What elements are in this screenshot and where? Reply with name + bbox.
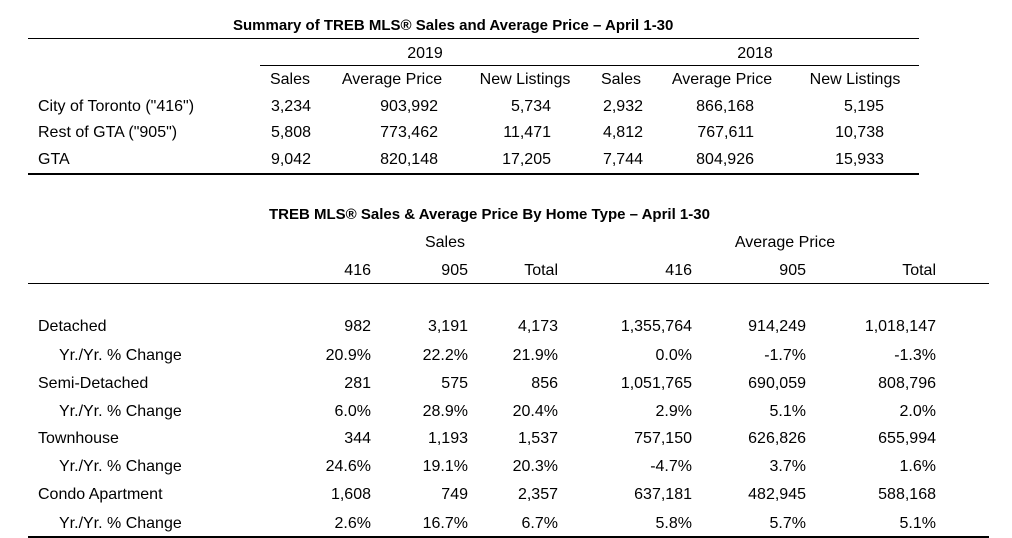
hometype-cell: 344: [344, 430, 371, 447]
summary-cell: 2,932: [602, 98, 643, 115]
hometype-cell: 5.1%: [899, 515, 936, 532]
hometype-col-header: 905: [441, 262, 468, 279]
summary-cell: 15,933: [835, 151, 884, 168]
hometype-cell: 4,173: [517, 318, 558, 335]
hometype-cell: 20.4%: [512, 403, 558, 420]
hometype-cell: 626,826: [748, 430, 806, 447]
hometype-yoy-label: Yr./Yr. % Change: [59, 403, 182, 420]
hometype-cell: -1.7%: [764, 347, 806, 364]
summary-col-header: Sales: [600, 71, 642, 88]
summary-cell: 17,205: [502, 151, 551, 168]
hometype-cell: 3.7%: [769, 458, 806, 475]
summary-cell: 9,042: [270, 151, 311, 168]
hometype-cell: 20.9%: [325, 347, 371, 364]
hometype-cell: 1,051,765: [620, 375, 692, 392]
summary-col-header: New Listings: [479, 71, 571, 88]
summary-cell: 767,611: [697, 124, 754, 141]
hometype-cell: 856: [531, 375, 558, 392]
summary-cell: 3,234: [270, 98, 311, 115]
hometype-cell: -4.7%: [650, 458, 692, 475]
hometype-cell: 588,168: [878, 486, 936, 503]
summary-year-rule: [260, 65, 919, 66]
summary-row-label: City of Toronto ("416"): [38, 98, 195, 115]
summary-cell: 4,812: [602, 124, 643, 141]
hometype-yoy-label: Yr./Yr. % Change: [59, 515, 182, 532]
summary-row-label: GTA: [38, 151, 70, 168]
summary-cell: 820,148: [380, 151, 438, 168]
hometype-cell: 575: [441, 375, 468, 392]
hometype-cell: 2.9%: [655, 403, 692, 420]
summary-cell: 11,471: [503, 124, 551, 141]
hometype-cell: 19.1%: [422, 458, 468, 475]
hometype-cell: 16.7%: [422, 515, 468, 532]
hometype-cell: 5.1%: [769, 403, 806, 420]
summary-cell: 5,734: [510, 98, 551, 115]
hometype-col-header: 416: [665, 262, 692, 279]
summary-col-header: Average Price: [341, 71, 443, 88]
hometype-cell: 757,150: [634, 430, 692, 447]
hometype-col-header: Total: [524, 262, 558, 279]
hometype-cell: 1,193: [427, 430, 468, 447]
summary-title: Summary of TREB MLS® Sales and Average P…: [233, 17, 674, 34]
summary-col-header: New Listings: [809, 71, 901, 88]
hometype-cell: -1.3%: [894, 347, 936, 364]
hometype-yoy-label: Yr./Yr. % Change: [59, 347, 182, 364]
summary-bottom-rule: [28, 173, 919, 175]
hometype-cell: 281: [344, 375, 371, 392]
summary-col-header: Sales: [269, 71, 311, 88]
hometype-cell: 914,249: [748, 318, 806, 335]
hometype-cell: 482,945: [748, 486, 806, 503]
hometype-cell: 5.7%: [769, 515, 806, 532]
summary-title-rule: [28, 38, 919, 39]
summary-year-2019: 2019: [407, 45, 443, 62]
hometype-col-header: 416: [344, 262, 371, 279]
summary-cell: 5,195: [843, 98, 884, 115]
hometype-header-rule: [28, 283, 989, 284]
hometype-cell: 808,796: [878, 375, 936, 392]
hometype-row-label: Detached: [38, 318, 107, 335]
summary-cell: 866,168: [696, 98, 754, 115]
hometype-group-avg-price: Average Price: [734, 234, 836, 251]
hometype-cell: 21.9%: [512, 347, 558, 364]
hometype-cell: 6.0%: [334, 403, 371, 420]
hometype-col-header: Total: [902, 262, 936, 279]
hometype-cell: 1,355,764: [620, 318, 692, 335]
summary-cell: 7,744: [602, 151, 643, 168]
hometype-cell: 6.7%: [521, 515, 558, 532]
hometype-group-sales: Sales: [424, 234, 466, 251]
hometype-cell: 749: [441, 486, 468, 503]
hometype-col-header: 905: [779, 262, 806, 279]
hometype-cell: 3,191: [427, 318, 468, 335]
hometype-cell: 2,357: [517, 486, 558, 503]
hometype-cell: 20.3%: [512, 458, 558, 475]
hometype-cell: 637,181: [634, 486, 692, 503]
summary-row-label: Rest of GTA ("905"): [38, 124, 178, 141]
hometype-row-label: Townhouse: [38, 430, 119, 447]
hometype-cell: 22.2%: [422, 347, 468, 364]
hometype-cell: 690,059: [748, 375, 806, 392]
hometype-cell: 1.6%: [899, 458, 936, 475]
hometype-yoy-label: Yr./Yr. % Change: [59, 458, 182, 475]
hometype-cell: 1,018,147: [864, 318, 936, 335]
hometype-cell: 1,608: [330, 486, 371, 503]
summary-cell: 773,462: [380, 124, 438, 141]
summary-cell: 5,808: [270, 124, 311, 141]
summary-cell: 804,926: [696, 151, 754, 168]
summary-year-2018: 2018: [737, 45, 773, 62]
hometype-row-label: Condo Apartment: [38, 486, 163, 503]
hometype-cell: 24.6%: [325, 458, 371, 475]
hometype-cell: 5.8%: [655, 515, 692, 532]
summary-cell: 10,738: [835, 124, 884, 141]
hometype-cell: 655,994: [878, 430, 936, 447]
hometype-cell: 0.0%: [655, 347, 692, 364]
hometype-cell: 982: [344, 318, 371, 335]
hometype-row-label: Semi-Detached: [38, 375, 149, 392]
hometype-title: TREB MLS® Sales & Average Price By Home …: [269, 206, 710, 223]
hometype-cell: 2.6%: [334, 515, 371, 532]
hometype-cell: 1,537: [517, 430, 558, 447]
hometype-cell: 28.9%: [422, 403, 468, 420]
hometype-cell: 2.0%: [899, 403, 936, 420]
summary-col-header: Average Price: [671, 71, 773, 88]
summary-cell: 903,992: [380, 98, 438, 115]
